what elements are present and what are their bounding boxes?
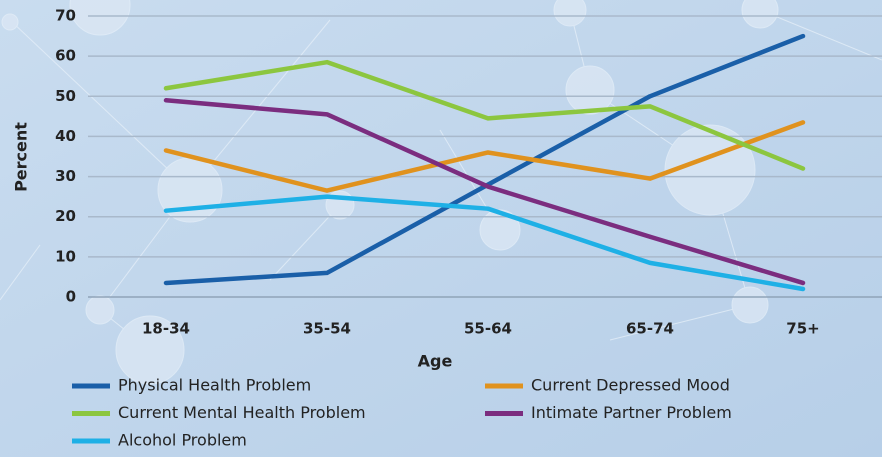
legend-label: Physical Health Problem xyxy=(118,376,311,395)
legend-label: Intimate Partner Problem xyxy=(531,403,732,422)
chart: Percent Age 0 10 20 30 40 50 60 70 18-34 35-54 55-… xyxy=(0,0,882,457)
legend-label: Alcohol Problem xyxy=(118,431,247,450)
y-tick-label: 70 xyxy=(55,7,76,25)
y-tick-label: 20 xyxy=(55,207,76,225)
y-tick-label: 30 xyxy=(55,167,76,185)
x-axis-title: Age xyxy=(418,352,453,371)
y-tick-label: 0 xyxy=(66,288,76,306)
y-tick-label: 50 xyxy=(55,87,76,105)
y-tick-label: 60 xyxy=(55,47,76,65)
y-tick-label: 40 xyxy=(55,127,76,145)
x-tick-label: 65-74 xyxy=(626,320,674,338)
x-tick-label: 35-54 xyxy=(303,320,351,338)
legend-label: Current Depressed Mood xyxy=(531,376,730,395)
x-tick-label: 55-64 xyxy=(464,320,512,338)
y-axis-title: Percent xyxy=(12,122,31,192)
legend-label: Current Mental Health Problem xyxy=(118,403,366,422)
y-tick-label: 10 xyxy=(55,247,76,265)
x-tick-label: 75+ xyxy=(786,320,819,338)
x-tick-label: 18-34 xyxy=(142,320,190,338)
